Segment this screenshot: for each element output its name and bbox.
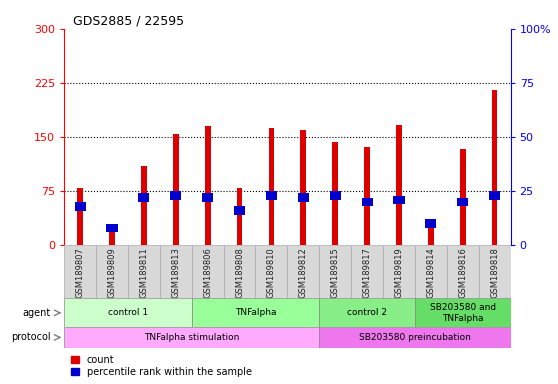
Bar <box>192 245 224 298</box>
Text: GSM189813: GSM189813 <box>171 247 180 298</box>
Text: control 1: control 1 <box>108 308 148 317</box>
Text: GSM189815: GSM189815 <box>331 247 340 298</box>
Bar <box>287 245 319 298</box>
Text: GSM189812: GSM189812 <box>299 247 308 298</box>
Bar <box>141 166 147 245</box>
Text: TNFalpha stimulation: TNFalpha stimulation <box>144 333 239 342</box>
Text: GSM189819: GSM189819 <box>395 247 403 298</box>
Bar <box>205 126 210 245</box>
Bar <box>415 298 511 327</box>
Bar <box>425 219 436 228</box>
Bar <box>234 207 245 215</box>
Bar <box>330 191 341 200</box>
Text: GSM189807: GSM189807 <box>76 247 85 298</box>
Text: SB203580 and
TNFalpha: SB203580 and TNFalpha <box>430 303 496 323</box>
Bar <box>489 191 500 200</box>
Text: GDS2885 / 22595: GDS2885 / 22595 <box>73 15 184 28</box>
Bar <box>364 147 370 245</box>
Bar <box>170 191 181 200</box>
Bar <box>319 298 415 327</box>
Bar <box>128 245 160 298</box>
Bar <box>351 245 383 298</box>
Text: GSM189810: GSM189810 <box>267 247 276 298</box>
Bar <box>362 198 373 207</box>
Bar <box>192 298 319 327</box>
Text: SB203580 preincubation: SB203580 preincubation <box>359 333 471 342</box>
Bar <box>256 245 287 298</box>
Bar <box>479 245 511 298</box>
Bar <box>333 142 338 245</box>
Bar <box>64 245 96 298</box>
Bar <box>492 90 498 245</box>
Bar <box>237 188 242 245</box>
Bar <box>268 129 275 245</box>
Bar <box>173 134 179 245</box>
Bar <box>75 202 86 211</box>
Legend: count, percentile rank within the sample: count, percentile rank within the sample <box>69 353 253 379</box>
Bar <box>138 194 150 202</box>
Bar <box>393 195 405 204</box>
Text: agent: agent <box>22 308 50 318</box>
Bar <box>160 245 192 298</box>
Text: control 2: control 2 <box>347 308 387 317</box>
Bar <box>428 226 434 245</box>
Bar <box>460 149 465 245</box>
Bar <box>447 245 479 298</box>
Text: GSM189806: GSM189806 <box>203 247 212 298</box>
Bar <box>109 224 115 245</box>
Text: GSM189811: GSM189811 <box>140 247 148 298</box>
Bar <box>396 125 402 245</box>
Text: protocol: protocol <box>11 333 50 343</box>
Bar <box>383 245 415 298</box>
Bar <box>415 245 447 298</box>
Bar <box>64 298 192 327</box>
Bar <box>298 194 309 202</box>
Bar <box>64 327 319 348</box>
Text: TNFalpha: TNFalpha <box>235 308 276 317</box>
Bar <box>300 130 306 245</box>
Bar <box>319 327 511 348</box>
Text: GSM189814: GSM189814 <box>426 247 435 298</box>
Bar <box>319 245 351 298</box>
Text: GSM189818: GSM189818 <box>490 247 499 298</box>
Text: GSM189809: GSM189809 <box>108 247 117 298</box>
Bar <box>107 224 118 232</box>
Bar <box>224 245 256 298</box>
Bar <box>77 188 83 245</box>
Bar <box>96 245 128 298</box>
Bar <box>266 191 277 200</box>
Bar <box>202 194 213 202</box>
Bar <box>457 198 468 207</box>
Text: GSM189808: GSM189808 <box>235 247 244 298</box>
Text: GSM189816: GSM189816 <box>458 247 467 298</box>
Text: GSM189817: GSM189817 <box>363 247 372 298</box>
